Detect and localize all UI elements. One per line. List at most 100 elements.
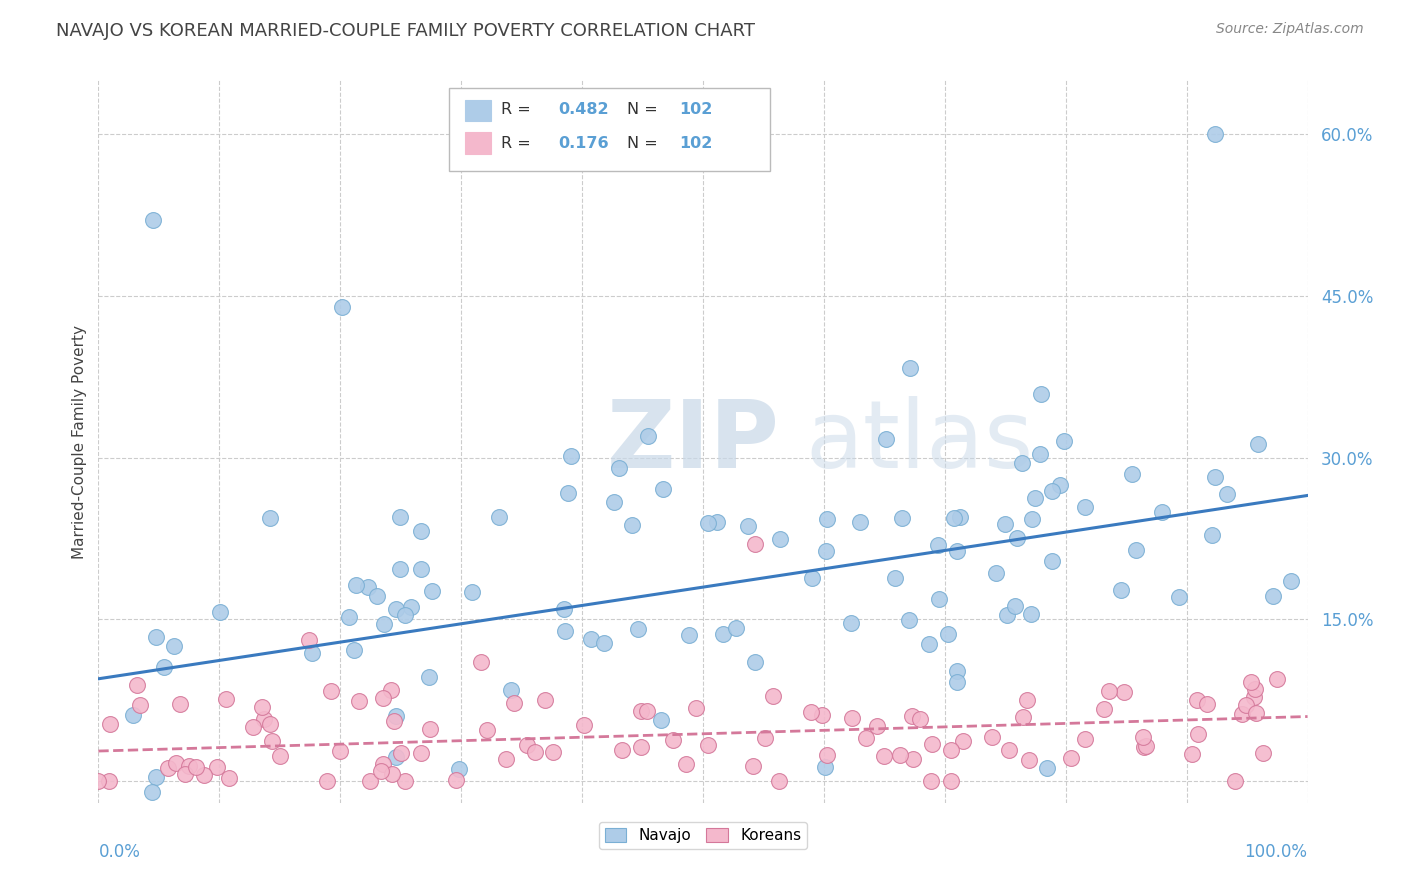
- Point: [516, 738, 538, 752]
- Text: 0.0%: 0.0%: [98, 843, 141, 861]
- Point: [153, 660, 176, 674]
- Point: [388, 562, 411, 576]
- Point: [1012, 709, 1035, 723]
- Point: [855, 731, 877, 745]
- Point: [215, 692, 238, 706]
- Point: [839, 615, 862, 630]
- Point: [1074, 500, 1097, 514]
- Point: [650, 713, 672, 727]
- Point: [928, 592, 950, 607]
- Point: [242, 720, 264, 734]
- Point: [1135, 739, 1157, 754]
- Point: [675, 756, 697, 771]
- Point: [1015, 693, 1038, 707]
- Point: [370, 764, 392, 779]
- Point: [662, 733, 685, 747]
- Bar: [465, 100, 492, 121]
- Point: [495, 752, 517, 766]
- Text: 0.482: 0.482: [558, 103, 609, 118]
- Point: [1247, 436, 1270, 450]
- Point: [177, 759, 200, 773]
- Point: [418, 670, 440, 684]
- Point: [461, 584, 484, 599]
- Point: [1098, 684, 1121, 698]
- Point: [744, 537, 766, 551]
- Point: [475, 723, 498, 737]
- Point: [1187, 726, 1209, 740]
- Point: [939, 743, 962, 757]
- Text: R =: R =: [501, 136, 536, 151]
- Point: [503, 696, 526, 710]
- Point: [1204, 127, 1226, 141]
- Point: [470, 655, 492, 669]
- Point: [380, 682, 402, 697]
- Point: [316, 774, 339, 789]
- Point: [603, 494, 626, 508]
- Point: [169, 698, 191, 712]
- Point: [389, 746, 412, 760]
- Point: [814, 544, 837, 558]
- Point: [1092, 702, 1115, 716]
- Point: [444, 772, 467, 787]
- Point: [343, 643, 366, 657]
- Text: 100.0%: 100.0%: [1244, 843, 1308, 861]
- Point: [1185, 693, 1208, 707]
- Point: [554, 624, 576, 638]
- Point: [620, 518, 643, 533]
- Point: [762, 689, 785, 703]
- Point: [1121, 467, 1143, 481]
- Point: [949, 510, 972, 524]
- Point: [627, 622, 650, 636]
- Point: [630, 739, 652, 754]
- Text: R =: R =: [501, 103, 536, 118]
- Point: [800, 706, 823, 720]
- Point: [637, 429, 659, 443]
- Point: [920, 774, 942, 789]
- Point: [1181, 747, 1204, 761]
- Point: [449, 762, 471, 776]
- Point: [898, 613, 921, 627]
- Point: [252, 713, 274, 727]
- Point: [344, 578, 367, 592]
- Point: [1150, 505, 1173, 519]
- Point: [394, 608, 416, 623]
- Point: [409, 562, 432, 576]
- Point: [165, 756, 187, 771]
- Point: [399, 599, 422, 614]
- Text: Source: ZipAtlas.com: Source: ZipAtlas.com: [1216, 22, 1364, 37]
- Point: [1029, 447, 1052, 461]
- Point: [1035, 761, 1057, 775]
- Point: [768, 774, 790, 789]
- Point: [97, 774, 120, 789]
- Point: [994, 517, 1017, 532]
- Point: [1125, 542, 1147, 557]
- Point: [87, 774, 110, 789]
- Point: [652, 483, 675, 497]
- Point: [1074, 732, 1097, 747]
- Point: [769, 532, 792, 546]
- Point: [163, 640, 186, 654]
- Text: atlas: atlas: [806, 395, 1033, 488]
- Point: [142, 213, 165, 227]
- Point: [943, 511, 966, 525]
- Point: [122, 707, 145, 722]
- Point: [1132, 730, 1154, 744]
- Point: [1246, 706, 1268, 720]
- Point: [890, 510, 912, 524]
- Text: N =: N =: [627, 103, 662, 118]
- Point: [946, 674, 969, 689]
- Point: [901, 709, 924, 723]
- Point: [145, 771, 167, 785]
- Point: [488, 510, 510, 524]
- Point: [1060, 751, 1083, 765]
- Point: [209, 606, 232, 620]
- Point: [754, 731, 776, 745]
- Point: [337, 610, 360, 624]
- Point: [939, 774, 962, 789]
- Text: ZIP: ZIP: [606, 395, 779, 488]
- Text: 102: 102: [679, 136, 713, 151]
- Point: [952, 734, 974, 748]
- Point: [889, 748, 911, 763]
- Point: [560, 449, 582, 463]
- Point: [1133, 739, 1156, 754]
